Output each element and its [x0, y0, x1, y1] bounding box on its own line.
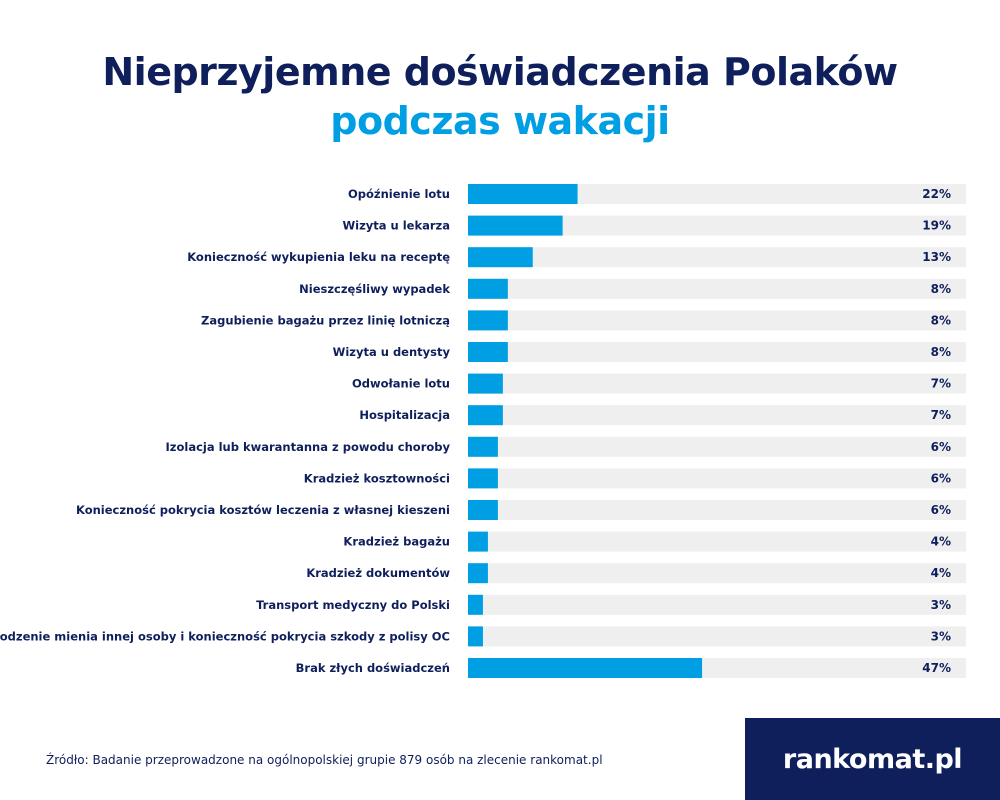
bar-row: Wizyta u lekarza 19% — [342, 215, 966, 236]
bar — [468, 310, 508, 331]
category-label: Uszkodzenie mienia innej osoby i koniecz… — [0, 629, 450, 643]
value-label: 7% — [931, 377, 951, 391]
bar-track — [468, 247, 966, 268]
bar-row: Zagubienie bagażu przez linię lotniczą 8% — [201, 310, 966, 331]
value-label: 47% — [922, 661, 951, 675]
bar-row: Konieczność pokrycia kosztów leczenia z … — [76, 500, 966, 520]
bar-row: Odwołanie lotu 7% — [352, 373, 966, 394]
bar-row: Transport medyczny do Polski 3% — [256, 594, 966, 615]
value-label: 4% — [931, 535, 951, 549]
value-label: 7% — [931, 408, 951, 422]
bar-track — [468, 531, 966, 552]
category-label: Zagubienie bagażu przez linię lotniczą — [201, 313, 450, 327]
bar-row: Uszkodzenie mienia innej osoby i koniecz… — [0, 626, 966, 647]
category-label: Kradzież kosztowności — [304, 471, 450, 485]
title-line-1: Nieprzyjemne doświadczenia Polaków — [102, 50, 898, 94]
bar-track — [468, 405, 966, 426]
bar-row: Kradzież bagażu 4% — [343, 531, 966, 552]
value-label: 22% — [922, 187, 951, 201]
category-label: Brak złych doświadczeń — [296, 661, 450, 675]
value-label: 8% — [931, 282, 951, 296]
category-label: Kradzież bagażu — [343, 535, 450, 549]
category-label: Hospitalizacja — [359, 408, 450, 422]
bar — [468, 184, 578, 204]
logo-text: rankomat.pl — [782, 743, 963, 775]
category-label: Konieczność pokrycia kosztów leczenia z … — [76, 503, 450, 517]
bar — [468, 563, 488, 584]
bar — [468, 500, 498, 520]
bar-track — [468, 563, 966, 584]
bar — [468, 215, 563, 236]
bar — [468, 594, 483, 615]
bar-track — [468, 436, 966, 457]
bar-track — [468, 310, 966, 331]
bar-track — [468, 500, 966, 520]
category-label: Opóźnienie lotu — [348, 187, 450, 201]
value-label: 13% — [922, 250, 951, 264]
category-label: Kradzież dokumentów — [306, 566, 450, 580]
bar — [468, 278, 508, 299]
bar-chart: Opóźnienie lotu 22% Wizyta u lekarza 19% Kon… — [0, 184, 966, 678]
bar-track — [468, 373, 966, 394]
bar-row: Nieszczęśliwy wypadek 8% — [299, 278, 966, 299]
value-label: 6% — [931, 503, 951, 517]
value-label: 19% — [922, 219, 951, 233]
bar — [468, 626, 483, 647]
value-label: 3% — [931, 598, 951, 612]
bar — [468, 658, 703, 678]
bar-track — [468, 342, 966, 362]
value-label: 6% — [931, 440, 951, 454]
category-label: Transport medyczny do Polski — [256, 598, 450, 612]
bar-track — [468, 278, 966, 299]
bar — [468, 405, 503, 426]
value-label: 6% — [931, 471, 951, 485]
bar-row: Kradzież dokumentów 4% — [306, 563, 966, 584]
chart-title: Nieprzyjemne doświadczenia Polaków podcz… — [0, 48, 1000, 146]
bar — [468, 247, 533, 268]
category-label: Nieszczęśliwy wypadek — [299, 282, 450, 296]
title-line-2: podczas wakacji — [330, 99, 670, 143]
category-label: Izolacja lub kwarantanna z powodu chorob… — [166, 440, 451, 454]
bar-row: Opóźnienie lotu 22% — [348, 184, 966, 204]
bar-track — [468, 626, 966, 647]
source-note: Źródło: Badanie przeprowadzone na ogólno… — [46, 753, 603, 767]
value-label: 3% — [931, 629, 951, 643]
bar — [468, 373, 503, 394]
bar-row: Kradzież kosztowności 6% — [304, 468, 966, 489]
category-label: Konieczność wykupienia leku na receptę — [187, 250, 450, 264]
bar-track — [468, 215, 966, 236]
bar-row: Izolacja lub kwarantanna z powodu chorob… — [166, 436, 966, 457]
value-label: 4% — [931, 566, 951, 580]
rankomat-logo: rankomat.pl — [745, 718, 1000, 800]
bar-row: Wizyta u dentysty 8% — [333, 342, 966, 362]
category-label: Wizyta u lekarza — [342, 219, 450, 233]
bar-track — [468, 468, 966, 489]
bar-track — [468, 184, 966, 204]
value-label: 8% — [931, 313, 951, 327]
bar-row: Brak złych doświadczeń 47% — [296, 658, 966, 678]
bar — [468, 436, 498, 457]
value-label: 8% — [931, 345, 951, 359]
category-label: Wizyta u dentysty — [333, 345, 451, 359]
bar-track — [468, 594, 966, 615]
category-label: Odwołanie lotu — [352, 377, 450, 391]
bar — [468, 468, 498, 489]
bar-row: Konieczność wykupienia leku na receptę 13… — [187, 247, 966, 268]
bar — [468, 531, 488, 552]
bar — [468, 342, 508, 362]
bar-row: Hospitalizacja 7% — [359, 405, 966, 426]
